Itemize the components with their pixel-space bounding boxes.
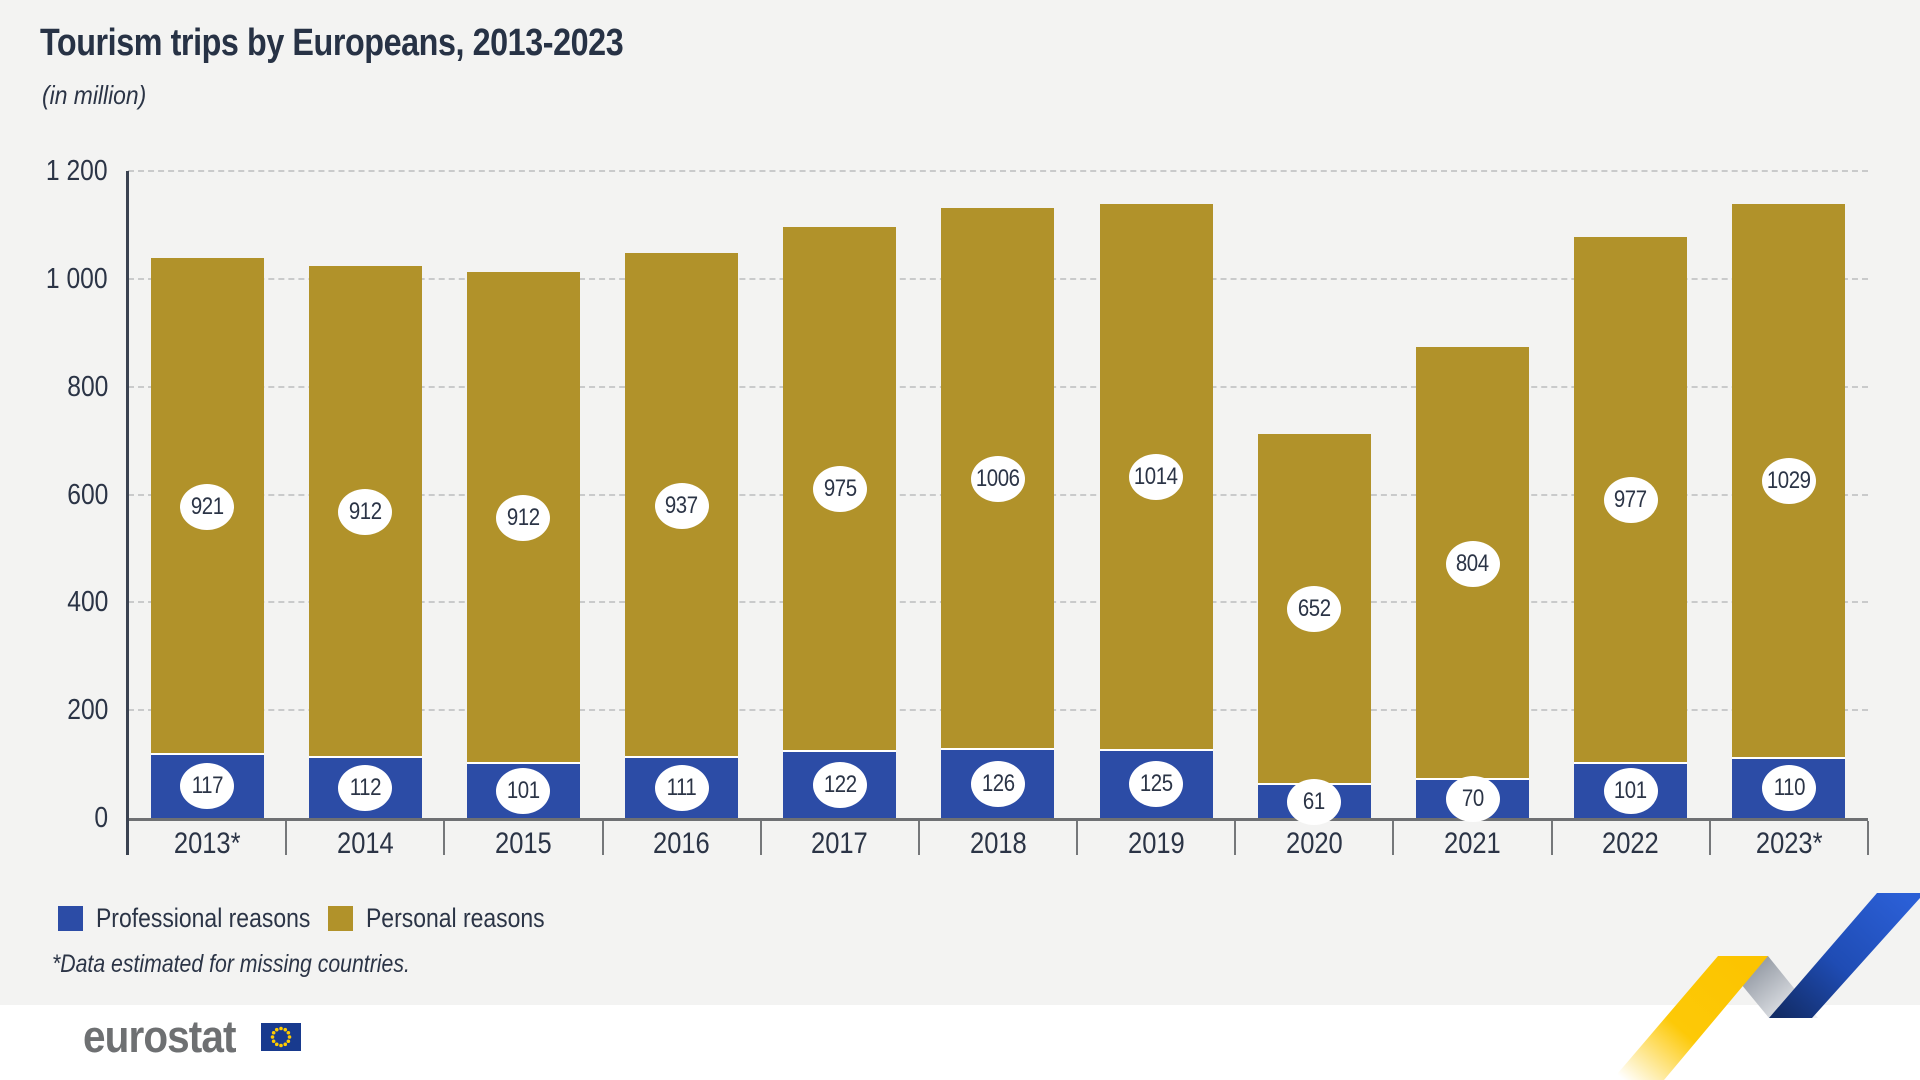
- eurostat-logo: eurostat: [83, 1011, 301, 1062]
- page-title: Tourism trips by Europeans, 2013-2023: [40, 22, 624, 64]
- chart-footnote: *Data estimated for missing countries.: [52, 950, 410, 978]
- bar-group-2022: 977 101 2022: [1552, 171, 1710, 860]
- y-axis-line: [126, 171, 129, 855]
- bar-group-2017: 975 122 2017: [761, 171, 919, 860]
- value-badge-professional-2015: 101: [496, 767, 551, 814]
- bar-group-2016: 937 111 2016: [603, 171, 761, 860]
- bar-group-2023*: 1029 110 2023*: [1710, 171, 1868, 860]
- x-axis-tick-6: [1076, 821, 1079, 855]
- legend-label-professional: Professional reasons: [96, 902, 311, 933]
- x-axis-tick-5: [917, 821, 920, 855]
- chart-subtitle: (in million): [42, 80, 147, 110]
- y-axis-label-600: 600: [66, 478, 108, 511]
- x-axis-label-2015: 2015: [495, 827, 552, 860]
- x-axis-tick-3: [601, 821, 604, 855]
- y-axis-label-400: 400: [66, 586, 108, 619]
- x-axis-label-2014: 2014: [336, 827, 394, 860]
- value-badge-personal-2013*: 921: [180, 483, 235, 530]
- value-badge-professional-2022: 101: [1603, 767, 1658, 814]
- x-axis-tick-2: [443, 821, 446, 855]
- value-badge-personal-2019: 1014: [1129, 454, 1184, 501]
- bar-group-2014: 912 112 2014: [286, 171, 444, 860]
- y-axis-label-1200: 1 200: [46, 155, 108, 187]
- value-badge-personal-2022: 977: [1603, 477, 1658, 524]
- x-axis-tick-1: [285, 821, 288, 855]
- value-badge-personal-2023*: 1029: [1761, 458, 1816, 505]
- value-badge-personal-2017: 975: [812, 466, 867, 513]
- value-badge-personal-2016: 937: [654, 482, 709, 529]
- x-axis-tick-9: [1550, 821, 1553, 855]
- bar-group-2019: 1014 125 2019: [1077, 171, 1235, 860]
- bar-group-2015: 912 101 2015: [444, 171, 602, 860]
- x-axis-label-2021: 2021: [1444, 827, 1501, 860]
- legend-swatch-personal: [328, 905, 353, 931]
- value-badge-professional-2018: 126: [970, 761, 1025, 808]
- value-badge-personal-2018: 1006: [970, 455, 1025, 502]
- stacked-bar-chart: 0 200 400 600 800 1 000 1 200 921 117 2013* 912 112…: [46, 155, 1869, 860]
- x-axis-label-2016: 2016: [653, 827, 710, 860]
- eurostat-wordmark: eurostat: [83, 1011, 236, 1062]
- y-axis-label-0: 0: [94, 802, 108, 834]
- value-badge-personal-2015: 912: [496, 494, 551, 541]
- legend-item-professional: Professional reasons: [58, 902, 348, 933]
- value-badge-personal-2014: 912: [338, 488, 393, 535]
- bar-group-2021: 804 70 2021: [1393, 171, 1551, 860]
- x-axis-label-2022: 2022: [1602, 827, 1660, 860]
- bar-group-2020: 652 61 2020: [1235, 171, 1393, 860]
- eu-flag-icon: [260, 1023, 301, 1051]
- value-badge-professional-2017: 122: [812, 762, 867, 809]
- legend-item-personal: Personal reasons: [328, 902, 576, 933]
- value-badge-professional-2014: 112: [338, 764, 393, 811]
- value-badge-professional-2023*: 110: [1761, 765, 1816, 812]
- x-axis-tick-4: [759, 821, 762, 855]
- y-axis-label-200: 200: [66, 694, 108, 727]
- y-axis-label-1000: 1 000: [46, 262, 108, 295]
- x-axis-label-2018: 2018: [969, 827, 1027, 860]
- x-axis-label-2019: 2019: [1127, 827, 1185, 860]
- x-axis-label-2023*: 2023*: [1755, 827, 1823, 860]
- value-badge-professional-2019: 125: [1129, 761, 1184, 808]
- x-axis-tick-10: [1708, 821, 1711, 855]
- x-axis-label-2013*: 2013*: [173, 827, 241, 860]
- value-badge-personal-2020: 652: [1287, 586, 1342, 633]
- y-axis-label-800: 800: [66, 370, 108, 403]
- bar-group-2018: 1006 126 2018: [919, 171, 1077, 860]
- gridline-1200: [128, 170, 1868, 172]
- x-axis-label-2020: 2020: [1285, 827, 1343, 860]
- x-axis-tick-8: [1392, 821, 1395, 855]
- legend-label-personal: Personal reasons: [366, 902, 545, 933]
- x-axis-tick-7: [1234, 821, 1237, 855]
- value-badge-professional-2016: 111: [654, 765, 709, 812]
- value-badge-personal-2021: 804: [1445, 540, 1500, 587]
- legend-swatch-professional: [58, 905, 83, 931]
- value-badge-professional-2020: 61: [1287, 778, 1342, 825]
- x-axis-line: [128, 818, 1868, 821]
- value-badge-professional-2021: 70: [1445, 776, 1500, 823]
- footer-strip: [0, 1005, 1920, 1080]
- bar-group-2013*: 921 117 2013*: [128, 171, 286, 860]
- x-axis-tick-11: [1867, 821, 1869, 855]
- x-axis-label-2017: 2017: [811, 827, 869, 860]
- value-badge-professional-2013*: 117: [180, 763, 235, 810]
